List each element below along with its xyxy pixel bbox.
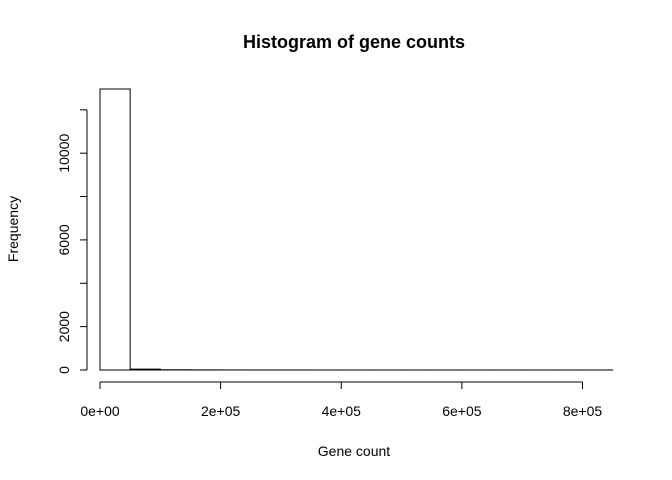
histogram-bar [129, 368, 161, 371]
x-tick-label: 6e+05 [442, 403, 482, 419]
x-axis-label: Gene count [318, 443, 390, 459]
histogram-bar [99, 88, 131, 371]
x-axis: 0e+00 2e+05 4e+05 6e+05 8e+05 [80, 381, 603, 419]
y-axis: 0 2000 6000 10000 [56, 109, 88, 374]
y-tick-label: 6000 [56, 224, 72, 255]
bars-group [99, 88, 614, 371]
chart-title: Histogram of gene counts [243, 32, 465, 52]
y-tick-label: 0 [56, 366, 72, 374]
y-axis-label: Frequency [5, 196, 21, 262]
x-tick-label: 0e+00 [80, 403, 120, 419]
y-tick-label: 10000 [56, 134, 72, 173]
x-tick-label: 2e+05 [201, 403, 241, 419]
x-tick-label: 8e+05 [563, 403, 603, 419]
x-tick-label: 4e+05 [322, 403, 362, 419]
y-tick-label: 2000 [56, 311, 72, 342]
